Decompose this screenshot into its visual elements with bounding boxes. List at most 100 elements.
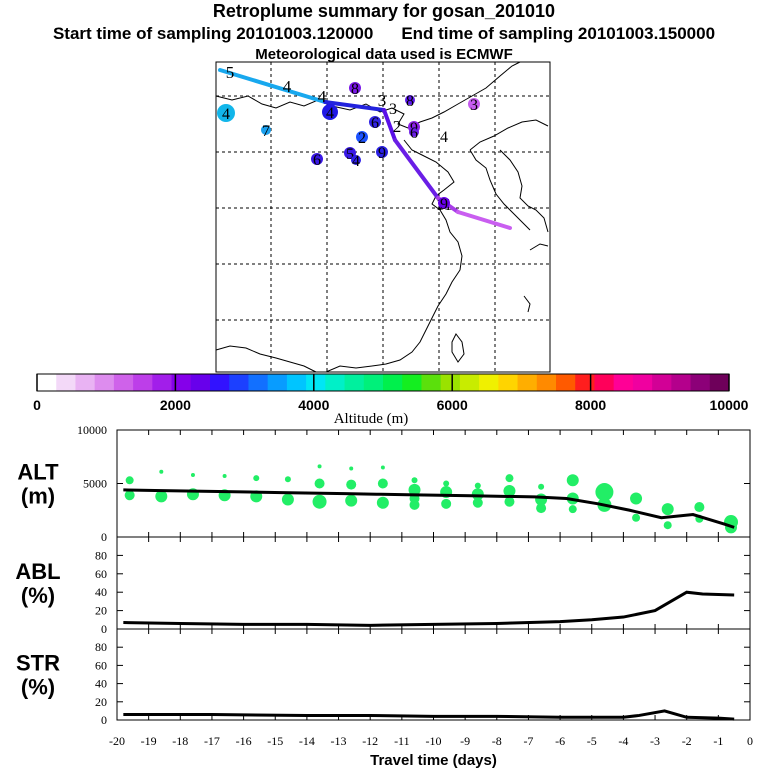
- colorbar-cell: [517, 374, 538, 391]
- colorbar-tick-label: 2000: [160, 397, 191, 413]
- alt-scatter-point: [312, 494, 327, 509]
- cluster-marker: [468, 98, 480, 110]
- cluster-marker: [351, 155, 361, 165]
- alt-scatter-point: [441, 498, 452, 509]
- colorbar-tick-label: 0: [33, 397, 41, 413]
- alt-scatter-point: [317, 464, 322, 469]
- panel-ylabel: STR: [16, 651, 60, 676]
- colorbar-label: Altitude (m): [334, 411, 409, 427]
- y-tick-label: 10000: [77, 423, 107, 437]
- x-tick-label: -5: [587, 734, 597, 748]
- cluster-label: 4: [326, 105, 334, 122]
- cluster-label: 8: [406, 93, 414, 110]
- panel-yunit: (m): [21, 484, 55, 509]
- time-series-panels: 1000050000ALT(m)806040200ABL(%)806040200…: [15, 423, 753, 768]
- cluster-label: 2: [358, 130, 366, 147]
- alt-scatter-point: [632, 513, 641, 522]
- start-time-label: Start time of sampling 20101003.120000: [52, 24, 374, 43]
- cluster-label: 3: [389, 101, 397, 118]
- str-series-line: [123, 709, 735, 721]
- x-tick-label: -13: [331, 734, 347, 748]
- map-gridlines: [216, 62, 550, 372]
- cluster-label: 9: [378, 145, 386, 162]
- alt-scatter-point: [536, 503, 547, 514]
- cluster-marker: [311, 153, 323, 165]
- y-tick-label: 0: [101, 622, 107, 636]
- alt-scatter-point: [663, 521, 672, 530]
- alt-scatter-point: [474, 482, 481, 489]
- alt-scatter-point: [155, 490, 168, 503]
- colorbar-cell: [421, 374, 442, 391]
- y-tick-label: 0: [101, 713, 107, 727]
- colorbar-cell: [286, 374, 307, 391]
- colorbar-cell: [498, 374, 519, 391]
- alt-scatter-point: [222, 474, 227, 479]
- y-tick-label: 5000: [83, 477, 107, 491]
- coastlines: [215, 61, 549, 373]
- x-tick-label: -2: [682, 734, 692, 748]
- cluster-label: 4: [352, 153, 360, 170]
- colorbar-cell: [536, 374, 557, 391]
- cluster-marker: [369, 116, 381, 128]
- alt-scatter-point: [505, 474, 514, 483]
- colorbar-cell: [75, 374, 96, 391]
- x-tick-label: -6: [555, 734, 565, 748]
- cluster-label: 7: [262, 123, 270, 140]
- colorbar-cell: [594, 374, 615, 391]
- trajectory-label: 4: [283, 77, 292, 96]
- y-tick-label: 20: [95, 695, 107, 709]
- alt-scatter-point: [380, 465, 385, 470]
- panel-frame: [116, 628, 751, 721]
- colorbar-cell: [248, 374, 269, 391]
- japan-islands: [523, 243, 549, 313]
- x-tick-label: -18: [172, 734, 188, 748]
- colorbar-cells: [37, 374, 730, 391]
- alt-scatter-point: [661, 503, 674, 516]
- colorbar-cell: [113, 374, 134, 391]
- colorbar-cell: [267, 374, 288, 391]
- colorbar-tick-label: 4000: [298, 397, 329, 413]
- coastline-china: [371, 139, 463, 367]
- cluster-label: 8: [351, 81, 359, 98]
- colorbar-cell: [325, 374, 346, 391]
- x-tick-label: -16: [236, 734, 252, 748]
- colorbar: 0 2000 4000 6000 8000 10000 Altitude (m): [33, 373, 749, 427]
- panel-yunit: (%): [21, 583, 55, 608]
- y-tick-label: 80: [95, 548, 107, 562]
- x-tick-label: -4: [618, 734, 628, 748]
- x-tick-label: -1: [713, 734, 723, 748]
- alt-scatter-point: [472, 497, 483, 508]
- x-tick-label: -17: [204, 734, 220, 748]
- panel-alt: 10000 5000 0 ALT(m): [17, 423, 751, 544]
- map-panel: 544321147483829654696943: [215, 61, 551, 373]
- panel-frame: [116, 536, 751, 630]
- panel-abl: 80 60 40 20 0 ABL(%): [15, 536, 751, 636]
- cluster-marker: [261, 125, 271, 135]
- x-tick-label: -7: [523, 734, 533, 748]
- colorbar-cell: [556, 374, 576, 391]
- colorbar-ticks: 0 2000 4000 6000 8000 10000: [33, 374, 749, 413]
- cluster-label: 5: [346, 146, 354, 163]
- panel-ylabel: ALT: [17, 460, 59, 485]
- y-tick-label: 40: [95, 585, 107, 599]
- cluster-label: 4: [440, 129, 448, 146]
- cluster-marker: [322, 104, 338, 120]
- colorbar-cell: [671, 374, 692, 391]
- colorbar-cell: [94, 374, 115, 391]
- colorbar-cell: [190, 374, 211, 391]
- alt-scatter-point: [376, 496, 389, 509]
- cluster-marker: [405, 95, 415, 105]
- cluster-label: 6: [371, 115, 379, 132]
- colorbar-tick-label: 6000: [437, 397, 468, 413]
- x-tick-label: -14: [299, 734, 315, 748]
- colorbar-cell: [344, 374, 365, 391]
- x-tick-label: -20: [109, 734, 125, 748]
- alt-scatter-point: [159, 469, 164, 474]
- cluster-label: 9: [440, 196, 448, 213]
- colorbar-cell: [37, 374, 57, 391]
- cluster-marker: [356, 131, 368, 143]
- x-tick-label: -11: [394, 734, 410, 748]
- colorbar-cell: [56, 374, 76, 391]
